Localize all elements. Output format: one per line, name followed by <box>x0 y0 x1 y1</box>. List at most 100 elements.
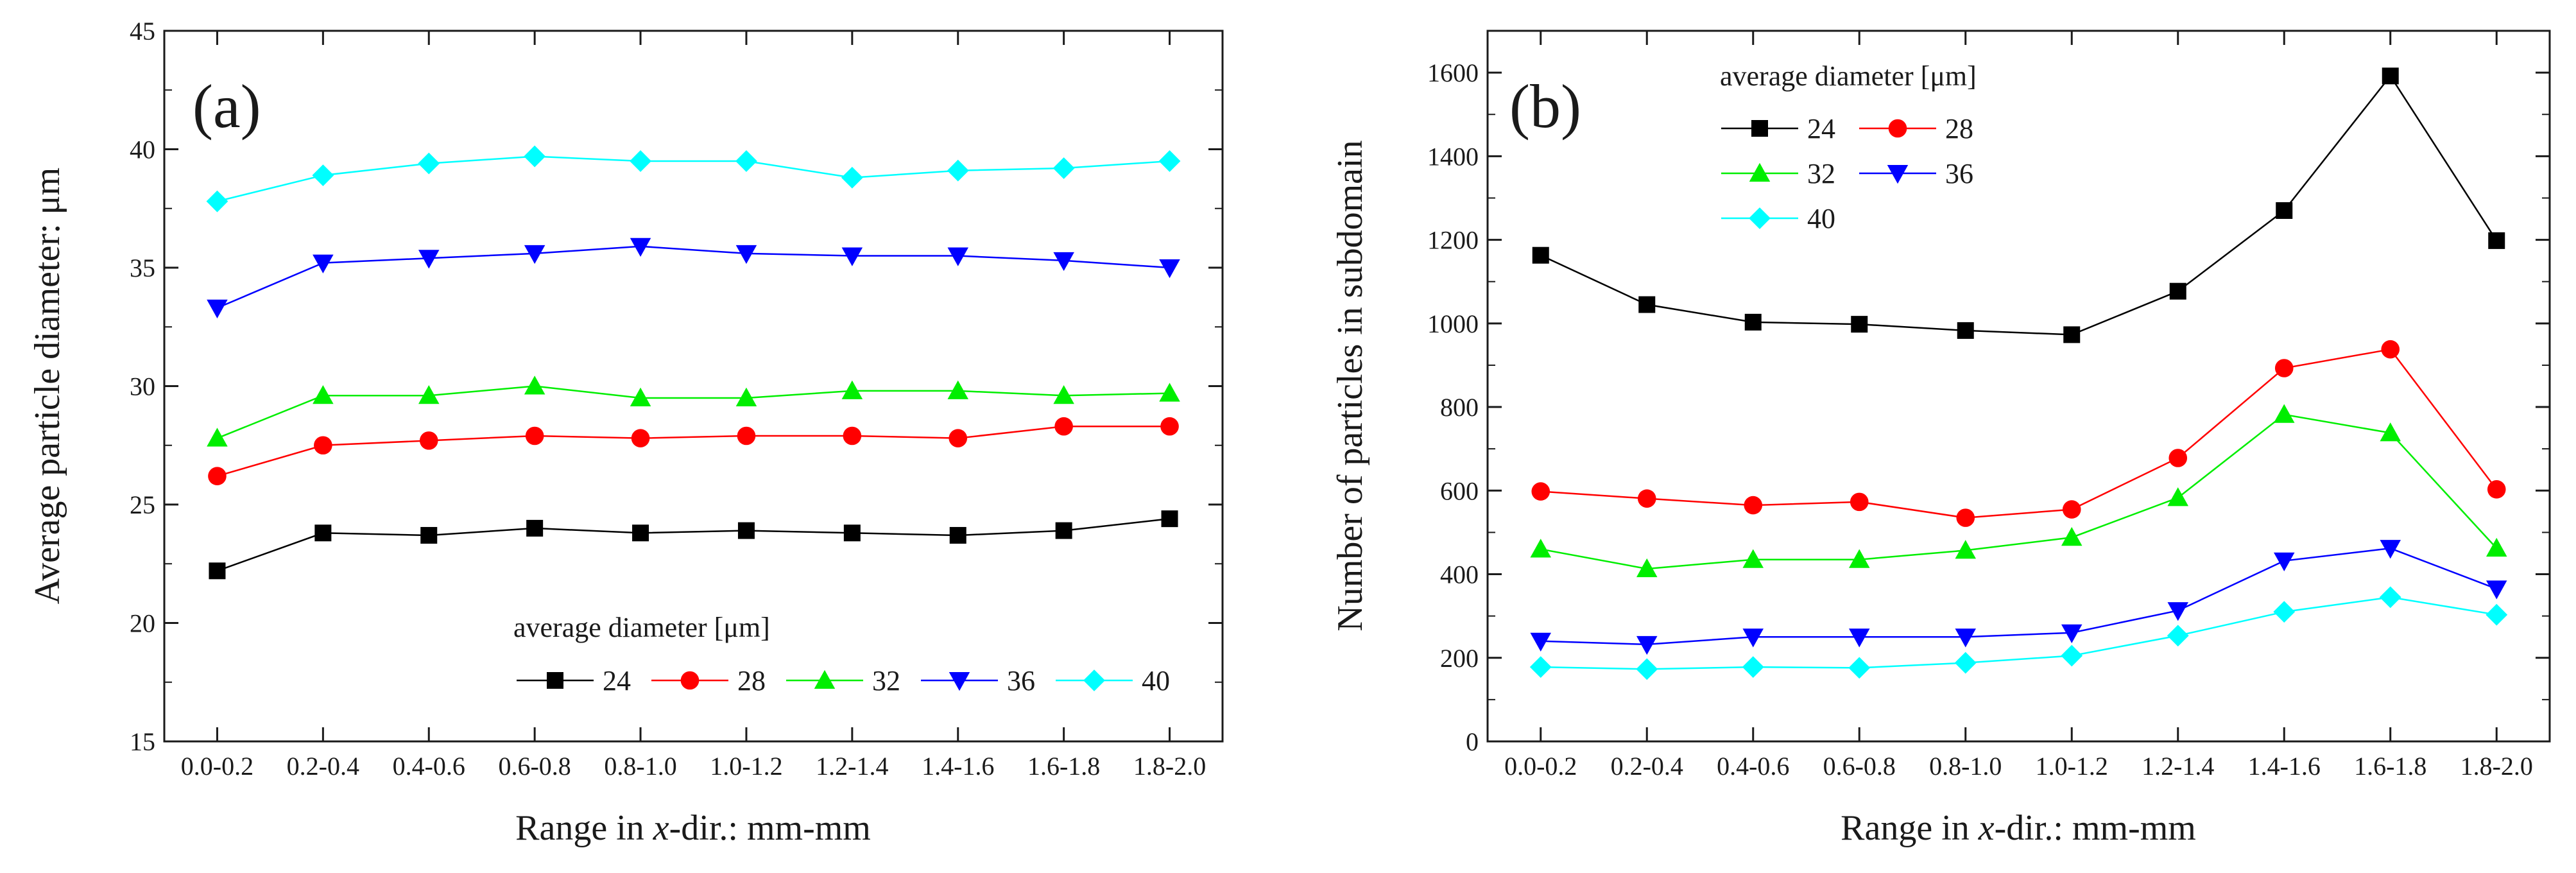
data-point-32 <box>1955 540 1976 559</box>
data-point-36 <box>1053 252 1074 272</box>
y-tick-label: 1400 <box>1427 142 1479 171</box>
data-point-24 <box>2063 326 2081 343</box>
data-point-36 <box>207 299 228 318</box>
data-point-28 <box>631 429 650 447</box>
legend-marker-32 <box>1749 162 1771 182</box>
data-point-24 <box>1957 322 1974 339</box>
x-tick-label: 1.0-1.2 <box>2036 752 2108 781</box>
data-point-36 <box>735 245 757 264</box>
legend-label: 40 <box>1807 203 1835 234</box>
data-point-32 <box>2486 537 2507 557</box>
data-point-24 <box>2382 67 2399 85</box>
legend-item-24: 24 <box>1721 113 1835 144</box>
data-point-24 <box>2488 232 2505 249</box>
data-point-36 <box>1849 628 1870 648</box>
data-point-24 <box>1851 316 1868 333</box>
data-point-24 <box>2276 202 2293 220</box>
series-line-32 <box>1540 413 2498 570</box>
data-point-28 <box>1637 489 1656 508</box>
legend-item-40: 40 <box>1721 203 1835 234</box>
data-point-28 <box>419 431 438 450</box>
data-point-24 <box>1055 522 1072 539</box>
x-axis-title-part: Range in <box>1841 808 1979 848</box>
data-point-28 <box>1850 492 1869 512</box>
series-32 <box>207 376 1180 447</box>
data-point-32 <box>2274 404 2295 423</box>
legend-label: 32 <box>1807 158 1835 189</box>
legend-label: 40 <box>1142 665 1170 696</box>
data-point-36 <box>2274 552 2295 571</box>
legend-marker-40 <box>1083 670 1105 691</box>
series-line-28 <box>217 425 1170 477</box>
data-point-36 <box>947 247 968 266</box>
data-point-32 <box>1159 383 1180 402</box>
x-axis-title-part: x <box>1978 808 1995 848</box>
series-28 <box>208 417 1179 486</box>
x-tick-label: 0.4-0.6 <box>393 752 465 781</box>
y-tick-label: 1600 <box>1427 58 1479 87</box>
legend-item-28: 28 <box>1859 113 1973 144</box>
y-tick-label: 800 <box>1440 393 1479 422</box>
data-point-28 <box>1160 417 1179 436</box>
data-point-28 <box>2062 500 2081 519</box>
y-tick-label: 30 <box>130 372 155 401</box>
y-tick-label: 1200 <box>1427 226 1479 255</box>
series-36 <box>207 238 1180 318</box>
x-axis-title-part: Range in <box>515 808 653 848</box>
data-point-36 <box>1636 635 1658 655</box>
x-tick-label: 0.8-1.0 <box>604 752 676 781</box>
y-axis-title: Number of particles in subdomain <box>1330 140 1370 631</box>
data-point-40 <box>1848 657 1871 679</box>
data-point-40 <box>524 145 546 168</box>
x-tick-label: 0.2-0.4 <box>287 752 359 781</box>
data-point-40 <box>1529 656 1552 678</box>
series-line-28 <box>1540 348 2498 519</box>
x-tick-label: 0.6-0.8 <box>1823 752 1896 781</box>
legend-marker-24 <box>1751 120 1768 137</box>
series-36 <box>1530 540 2507 655</box>
legend-marker-28 <box>1888 119 1907 138</box>
legend-label: 24 <box>603 665 631 696</box>
legend-item-28: 28 <box>651 665 766 696</box>
y-tick-label: 200 <box>1440 644 1479 673</box>
data-point-24 <box>314 524 332 542</box>
data-point-24 <box>843 524 861 542</box>
series-line-40 <box>1540 596 2497 670</box>
y-tick-label: 1000 <box>1427 309 1479 338</box>
data-point-32 <box>418 385 440 404</box>
data-point-32 <box>1530 539 1551 558</box>
data-point-40 <box>630 150 651 172</box>
data-point-28 <box>843 426 862 445</box>
x-tick-label: 0.8-1.0 <box>1929 752 2002 781</box>
y-tick-label: 400 <box>1440 560 1479 589</box>
data-point-28 <box>1054 417 1073 436</box>
data-point-40 <box>2379 586 2401 609</box>
y-tick-label: 15 <box>130 727 155 756</box>
x-tick-label: 1.4-1.6 <box>922 752 994 781</box>
series-32 <box>1530 404 2507 578</box>
data-point-36 <box>2167 602 2188 621</box>
x-tick-label: 0.0-0.2 <box>181 752 253 781</box>
data-point-32 <box>1053 385 1074 404</box>
series-40 <box>1529 586 2508 680</box>
series-40 <box>206 145 1181 212</box>
data-point-40 <box>1052 157 1075 179</box>
data-point-36 <box>1742 628 1764 648</box>
legend-marker-24 <box>547 672 563 689</box>
data-point-28 <box>2168 449 2188 467</box>
data-point-28 <box>1531 482 1550 501</box>
data-point-40 <box>735 150 757 172</box>
data-point-28 <box>737 426 756 445</box>
series-line-36 <box>1540 547 2497 646</box>
x-tick-label: 0.0-0.2 <box>1504 752 1577 781</box>
y-tick-label: 600 <box>1440 476 1479 505</box>
legend-marker-36 <box>1887 165 1909 184</box>
series-line-36 <box>216 245 1170 309</box>
y-axis-title: Average particle diameter: μm <box>28 168 67 604</box>
data-point-24 <box>209 562 226 580</box>
data-point-24 <box>1161 510 1178 528</box>
data-point-36 <box>1955 628 1976 648</box>
panel-label: (b) <box>1509 72 1581 141</box>
data-point-36 <box>2486 580 2507 600</box>
data-point-40 <box>1954 652 1977 674</box>
